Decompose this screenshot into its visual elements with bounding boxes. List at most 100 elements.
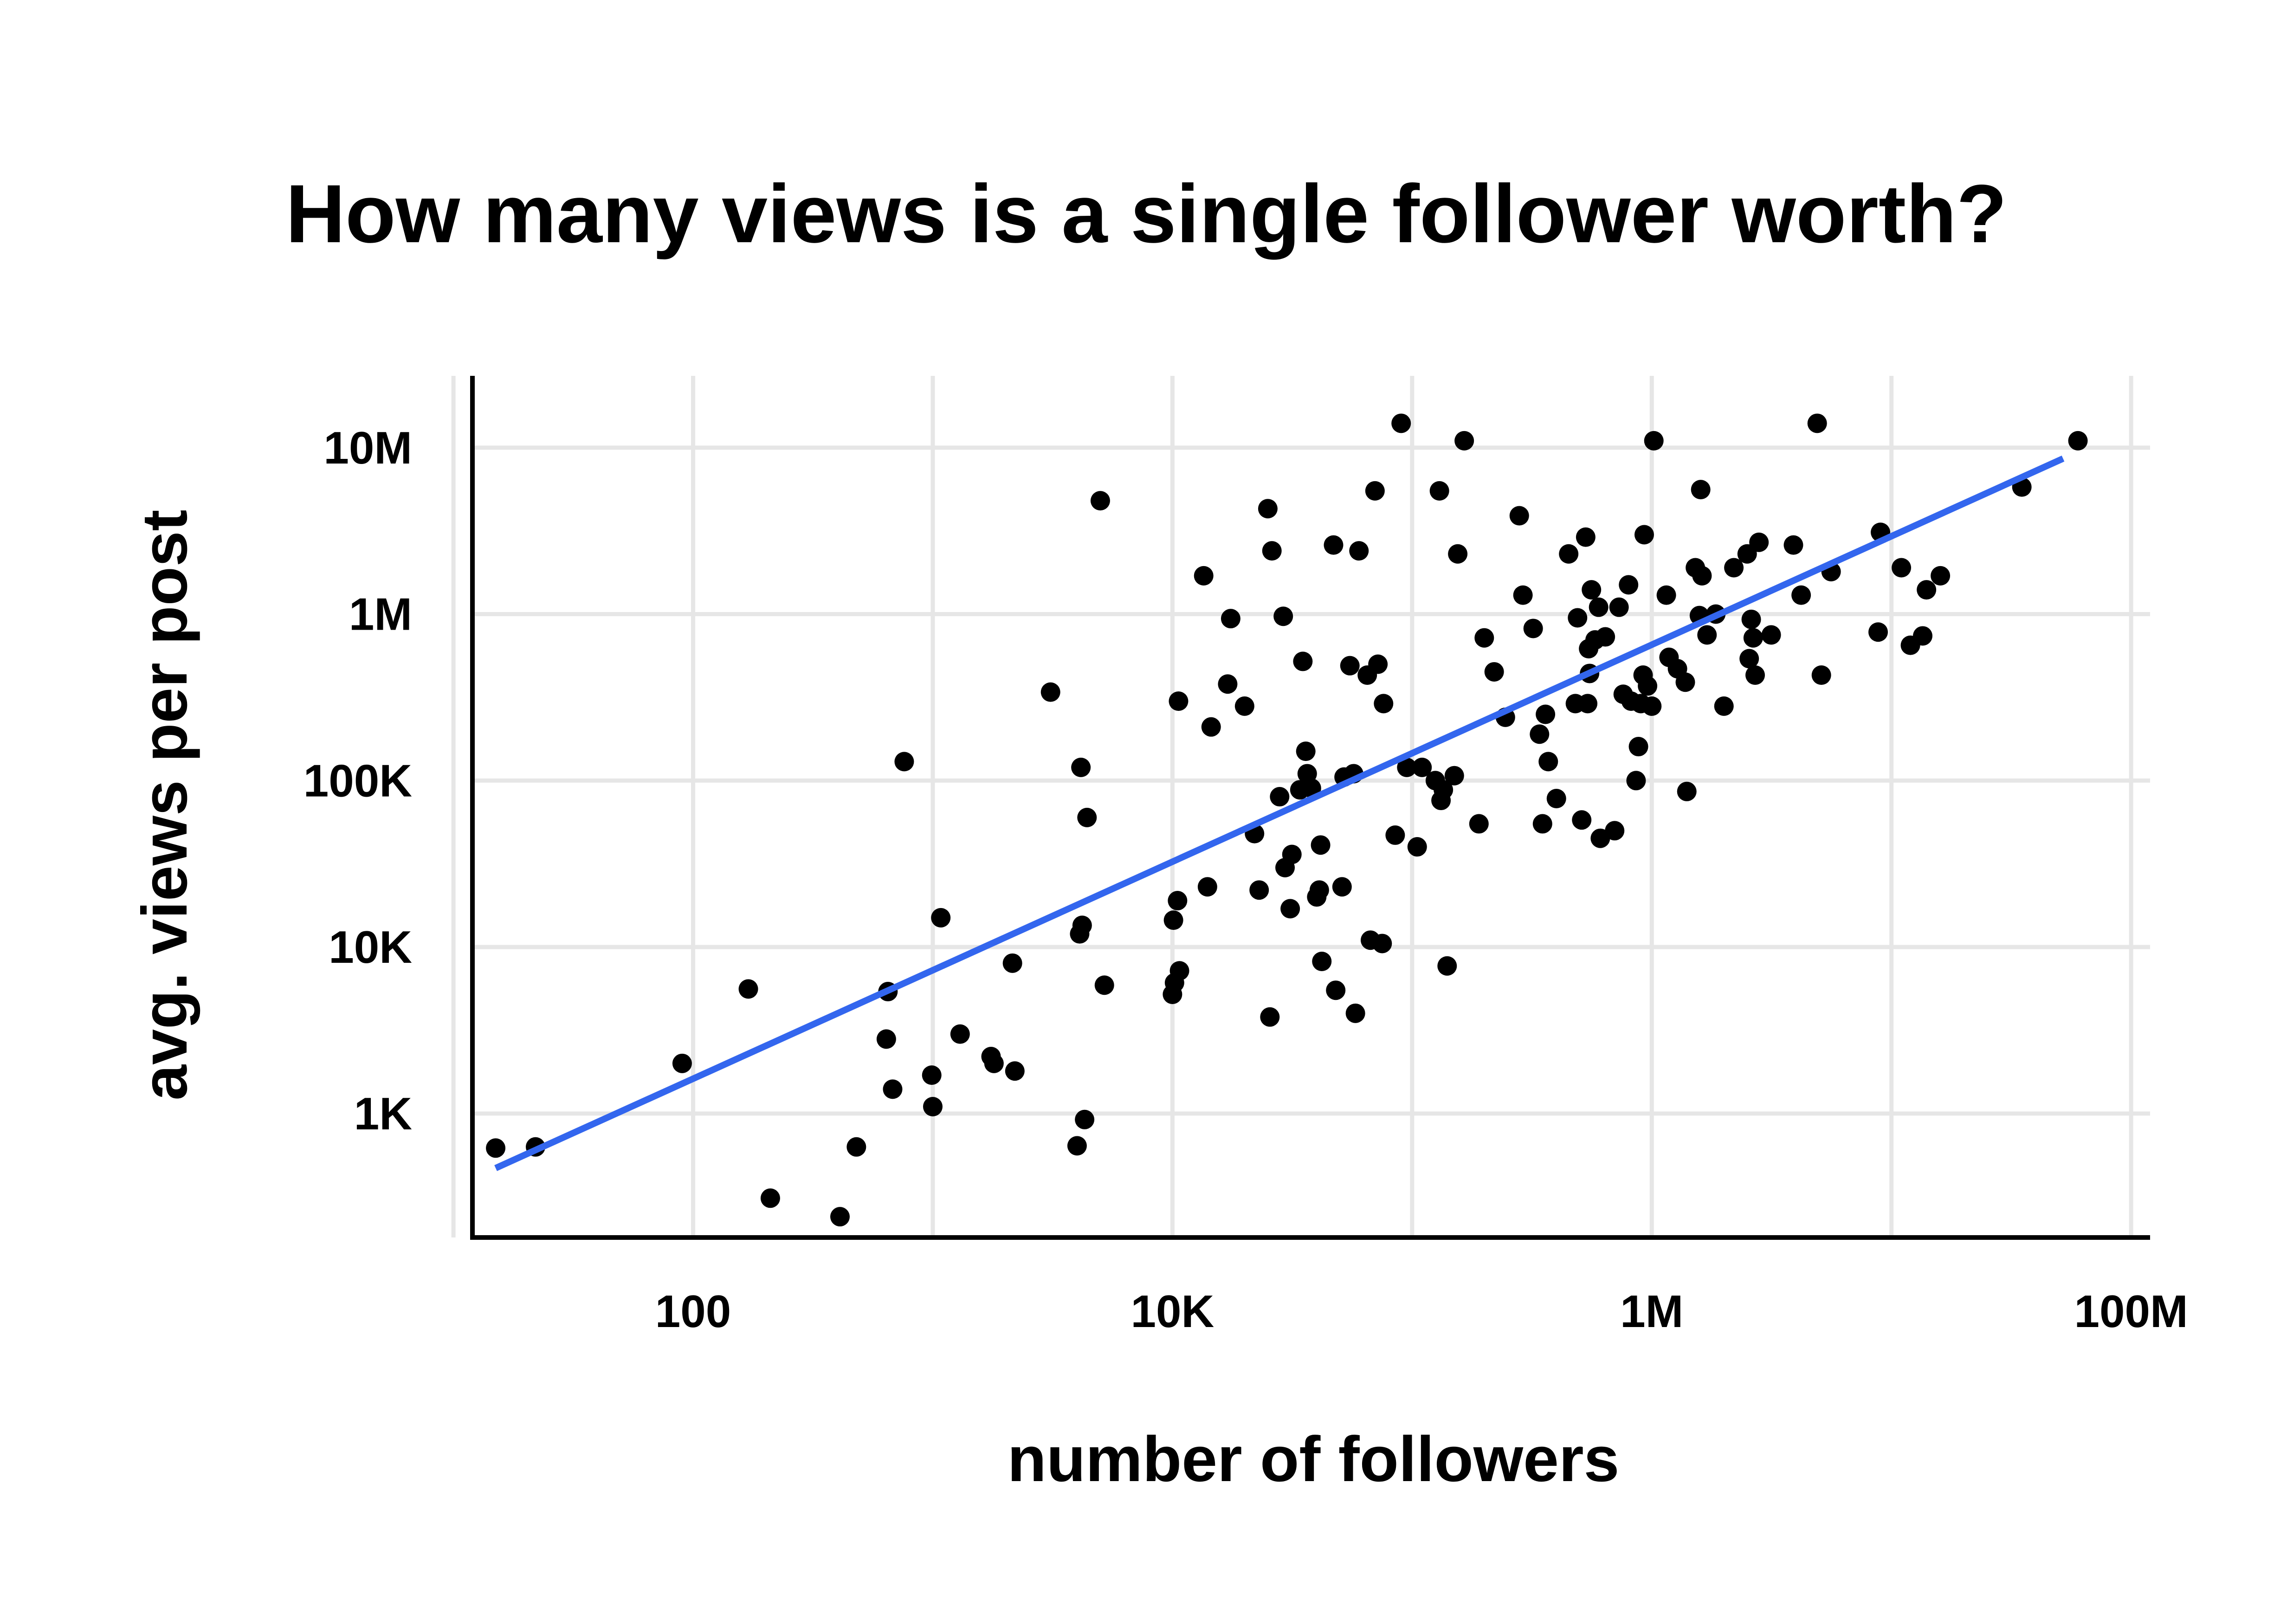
- data-point: [1917, 580, 1937, 600]
- data-point: [1296, 741, 1316, 761]
- data-point: [1576, 527, 1596, 547]
- data-point: [1444, 766, 1464, 786]
- y-axis-title: avg. views per post: [129, 509, 200, 1100]
- data-point: [1572, 810, 1592, 830]
- data-point: [931, 908, 951, 928]
- data-point: [1638, 676, 1658, 696]
- data-point: [738, 979, 758, 999]
- data-point: [1448, 544, 1468, 564]
- data-point: [1258, 499, 1278, 519]
- data-point: [1590, 828, 1610, 848]
- data-point: [1434, 780, 1454, 800]
- data-point: [950, 1024, 970, 1044]
- data-point: [1634, 525, 1654, 545]
- data-point: [1532, 814, 1552, 834]
- data-point: [1090, 491, 1110, 511]
- data-point: [1412, 757, 1432, 777]
- data-point: [1075, 1109, 1095, 1129]
- data-point: [1391, 413, 1411, 433]
- data-point: [1656, 585, 1676, 605]
- data-point: [1332, 877, 1352, 897]
- trend-line: [494, 455, 2065, 1171]
- data-point: [1345, 1003, 1365, 1023]
- data-point: [1538, 752, 1558, 772]
- data-point: [1273, 606, 1293, 626]
- data-point: [1523, 619, 1543, 638]
- data-point: [1071, 757, 1091, 777]
- data-point: [1262, 541, 1282, 561]
- data-point: [846, 1137, 866, 1157]
- data-point: [1324, 535, 1344, 555]
- data-point: [1931, 566, 1951, 586]
- x-tick-label: 100M: [2074, 1286, 2188, 1337]
- data-point: [1326, 980, 1346, 1000]
- data-point: [1743, 628, 1763, 648]
- x-axis-title: number of followers: [1008, 1424, 1620, 1495]
- x-tick-label: 10K: [1131, 1286, 1215, 1337]
- data-point: [1745, 665, 1765, 685]
- data-point: [1194, 566, 1214, 586]
- data-point: [1791, 585, 1811, 605]
- data-point: [1892, 558, 1912, 578]
- x-tick-labels: 100 10K 1M 100M: [655, 1286, 2188, 1337]
- data-point: [1040, 682, 1060, 702]
- data-point: [1536, 704, 1556, 724]
- data-point: [1429, 481, 1449, 501]
- data-point: [1365, 481, 1385, 501]
- data-point: [1169, 961, 1189, 981]
- data-point: [1739, 649, 1759, 669]
- data-point: [486, 1138, 506, 1158]
- data-point: [1605, 821, 1625, 841]
- data-point: [1002, 953, 1022, 973]
- data-point: [1675, 672, 1695, 692]
- data-point: [1761, 625, 1781, 645]
- data-point: [1530, 724, 1550, 744]
- data-point: [1783, 535, 1803, 555]
- data-point: [1282, 844, 1302, 864]
- data-point: [1249, 880, 1269, 900]
- data-point: [1168, 891, 1188, 911]
- data-point: [1309, 880, 1329, 900]
- data-point: [1374, 694, 1394, 714]
- data-point: [1311, 835, 1331, 855]
- data-point: [1077, 807, 1097, 827]
- data-point: [1642, 696, 1662, 716]
- data-point: [1407, 837, 1427, 857]
- data-point: [1609, 597, 1629, 617]
- data-point: [1221, 609, 1240, 629]
- data-point: [1811, 665, 1831, 685]
- data-point: [1340, 656, 1360, 676]
- y-tick-label: 100K: [304, 755, 412, 806]
- data-point: [1714, 696, 1734, 716]
- data-point: [1578, 694, 1598, 714]
- data-point: [1749, 532, 1769, 552]
- data-point: [1218, 674, 1238, 694]
- data-point: [1582, 580, 1602, 600]
- data-point: [1559, 544, 1579, 564]
- data-point: [1005, 1061, 1025, 1081]
- data-point: [1691, 480, 1711, 500]
- data-point: [1589, 597, 1609, 617]
- data-point: [1912, 626, 1932, 646]
- data-point: [2068, 431, 2088, 451]
- data-point: [922, 1065, 942, 1085]
- data-point: [1619, 575, 1639, 595]
- data-point: [1094, 975, 1114, 995]
- grid-vertical-lines: [451, 376, 2133, 1237]
- data-point: [1280, 899, 1300, 919]
- chart-title: How many views is a single follower wort…: [285, 168, 2007, 260]
- y-tick-labels: 1K 10K 100K 1M 10M: [304, 422, 412, 1139]
- data-points: [486, 413, 2088, 1227]
- data-point: [1169, 691, 1189, 711]
- data-point: [923, 1096, 943, 1116]
- y-tick-label: 1M: [349, 589, 412, 640]
- data-point: [1644, 431, 1664, 451]
- data-point: [1234, 696, 1254, 716]
- data-point: [672, 1053, 692, 1073]
- data-point: [1626, 771, 1646, 791]
- x-tick-label: 100: [655, 1286, 731, 1337]
- data-point: [883, 1079, 903, 1099]
- plot-area: [451, 376, 2150, 1240]
